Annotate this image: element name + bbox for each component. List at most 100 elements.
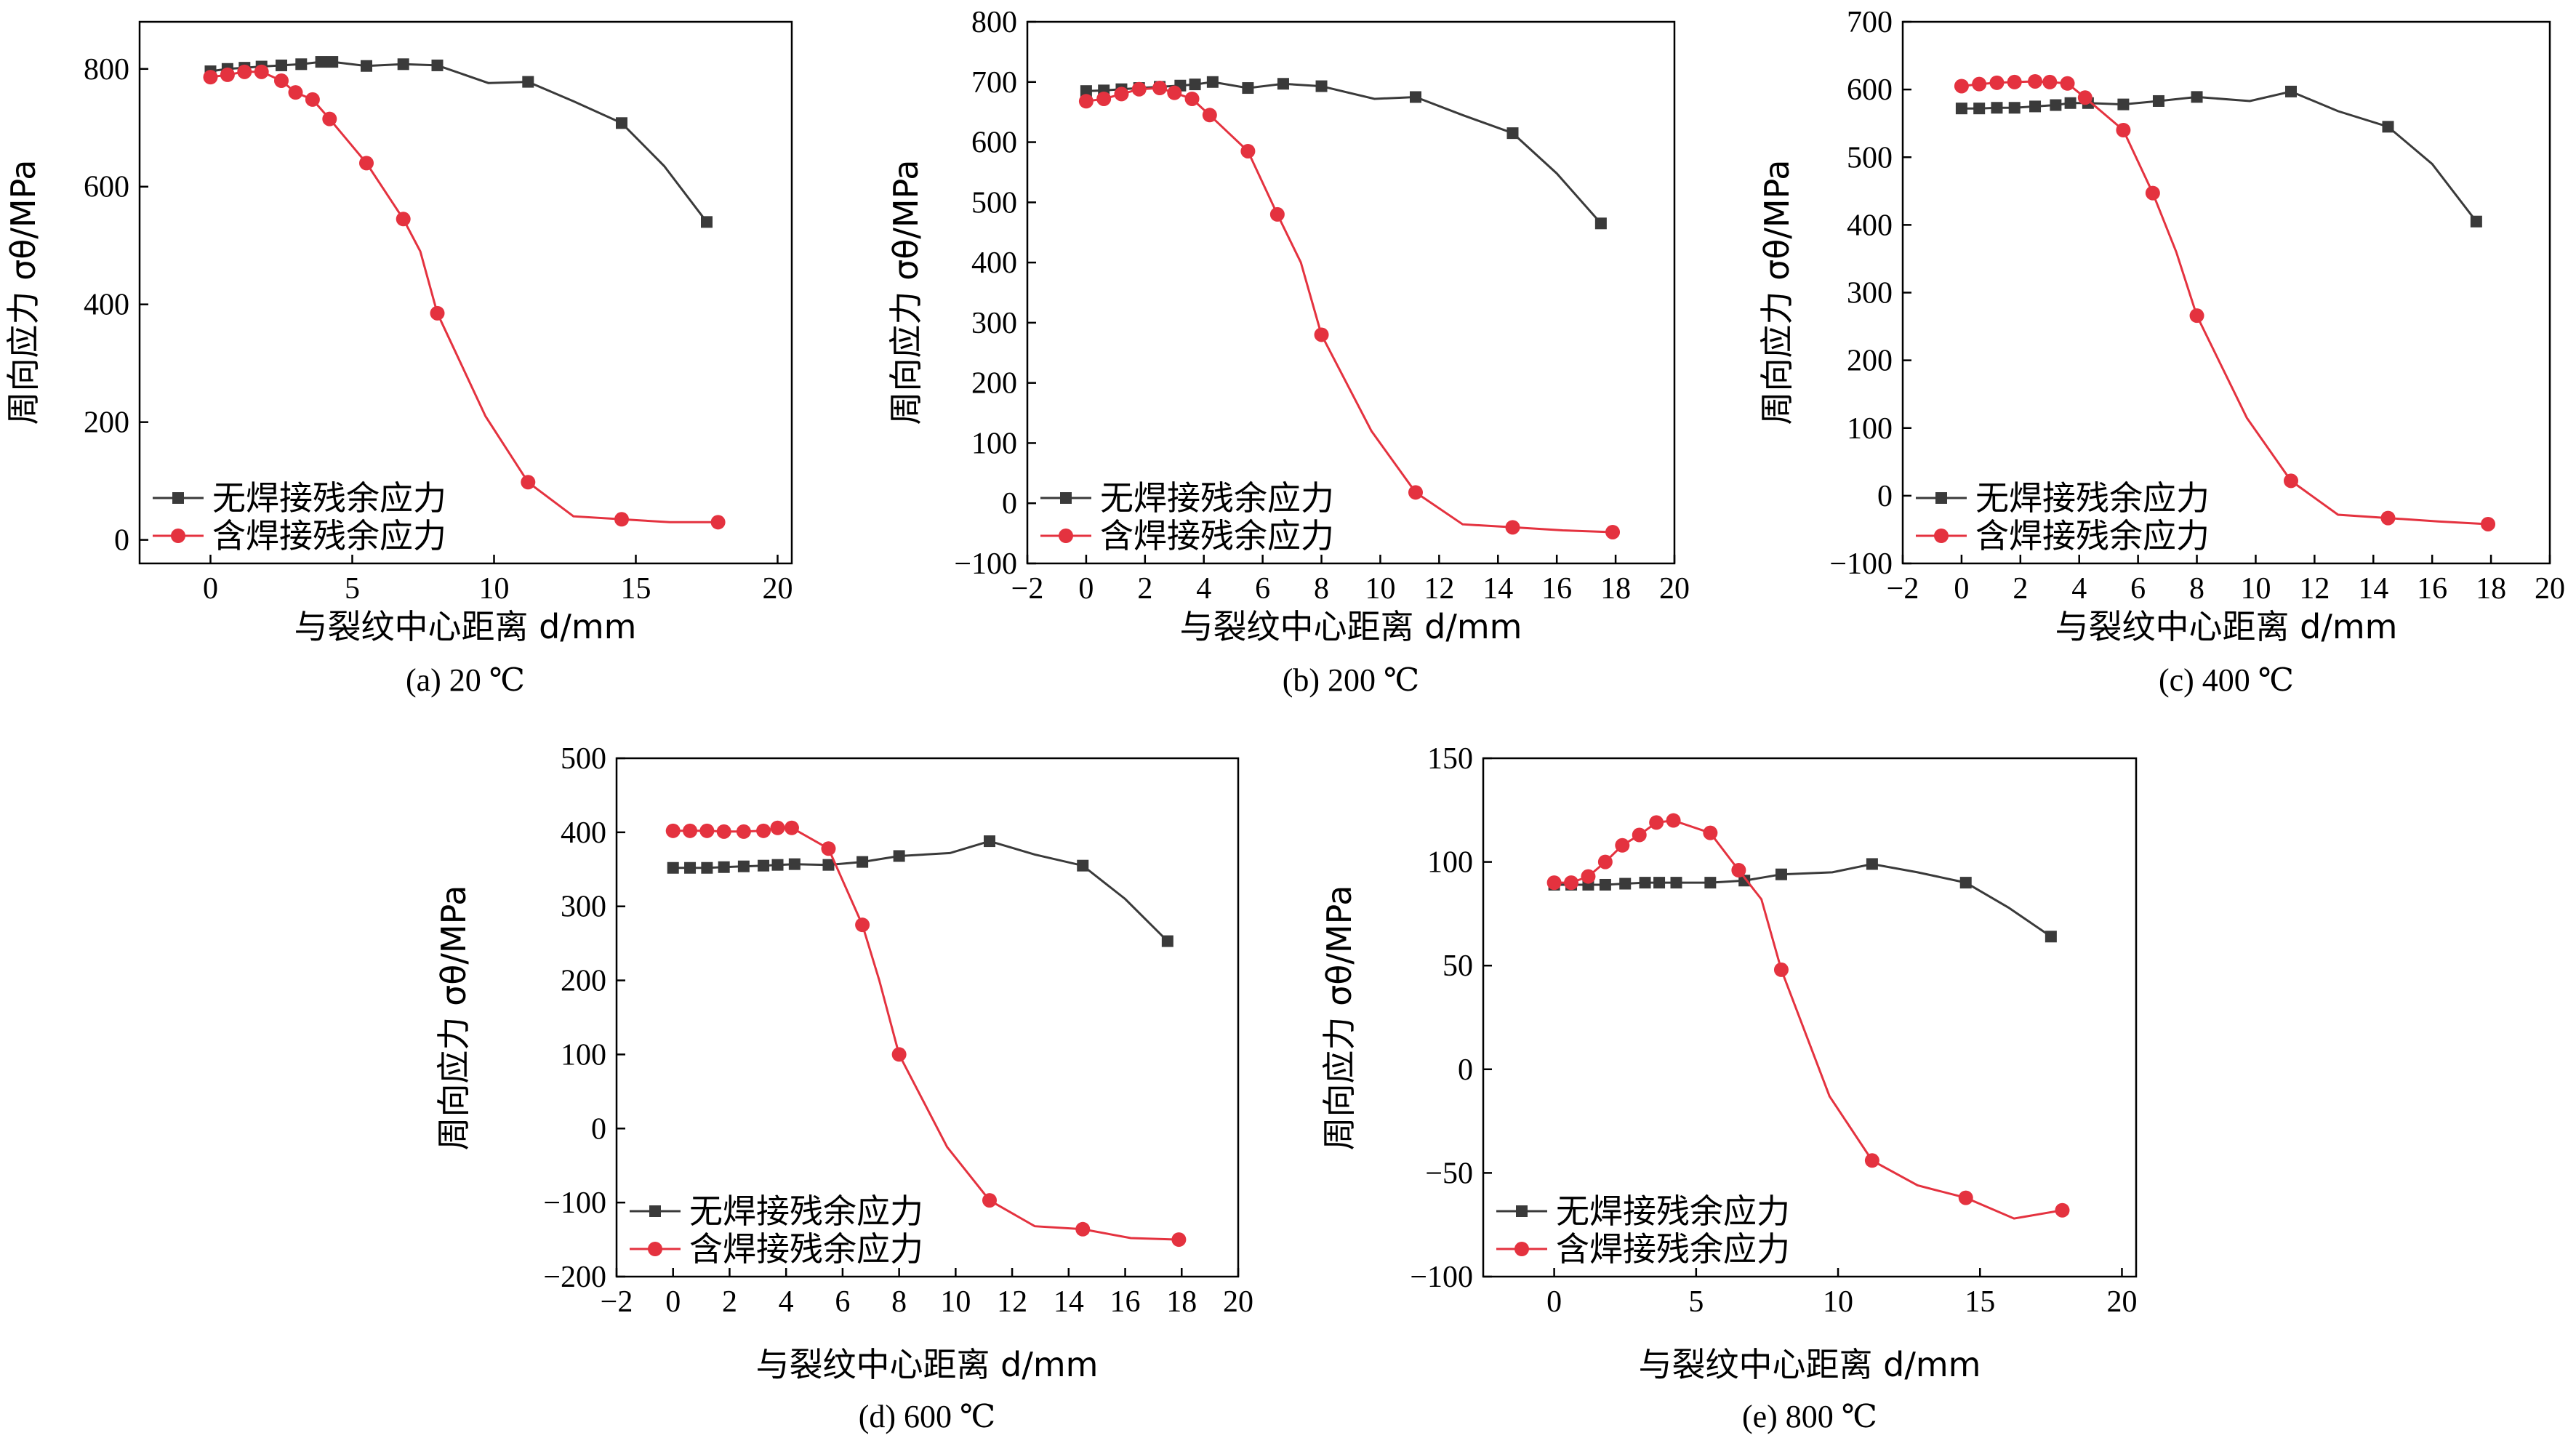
data-point	[855, 917, 870, 933]
x-tick-label: −2	[1887, 572, 1919, 606]
data-point	[1315, 80, 1328, 92]
legend-marker	[172, 492, 184, 504]
data-point	[2380, 510, 2396, 526]
data-point	[322, 111, 337, 126]
data-point	[220, 67, 235, 82]
legend-marker	[1935, 492, 1947, 504]
data-point	[891, 1047, 907, 1062]
data-point	[431, 59, 444, 71]
data-point	[1864, 1153, 1879, 1168]
x-tick-label: 16	[1541, 572, 1572, 606]
plot-frame	[1482, 757, 2138, 1278]
data-point	[1619, 877, 1632, 890]
data-point	[203, 70, 218, 85]
data-point	[1639, 877, 1651, 889]
data-point	[616, 117, 627, 129]
data-point	[784, 820, 799, 835]
data-point	[665, 823, 681, 838]
x-tick-label: 6	[835, 1285, 850, 1319]
data-point	[1564, 875, 1579, 891]
data-point	[254, 64, 269, 79]
y-tick-label: −100	[1829, 547, 1893, 581]
x-tick-label: 14	[1054, 1285, 1084, 1319]
panel-caption: (c) 400 ℃	[2159, 662, 2294, 698]
plot-frame	[615, 757, 1240, 1278]
data-point	[2481, 516, 2496, 531]
data-point	[1955, 103, 1967, 115]
data-point	[1314, 327, 1329, 342]
legend-marker	[649, 1205, 661, 1217]
y-axis-label: 周向应力 σθ/MPa	[4, 160, 43, 425]
x-tick-label: 10	[1823, 1285, 1853, 1319]
data-point	[1581, 869, 1596, 884]
x-tick-label: 6	[1255, 572, 1270, 606]
y-axis-label: 周向应力 σθ/MPa	[434, 885, 473, 1151]
x-tick-label: 12	[2299, 572, 2330, 606]
series-line-2	[1086, 87, 1613, 534]
data-point	[361, 60, 372, 72]
data-point	[1972, 76, 1987, 92]
y-tick-label: 400	[84, 289, 129, 322]
data-point	[683, 823, 698, 838]
y-tick-label: 300	[561, 891, 606, 924]
data-point	[771, 859, 784, 871]
x-tick-label: 6	[2130, 572, 2146, 606]
data-point	[2007, 74, 2022, 89]
data-point	[396, 212, 411, 227]
y-tick-label: 500	[561, 742, 606, 776]
data-point	[521, 475, 536, 490]
y-tick-label: 400	[1847, 209, 1893, 242]
y-tick-label: 0	[1877, 480, 1893, 513]
x-tick-label: 14	[1482, 572, 1513, 606]
data-point	[2189, 308, 2204, 324]
y-tick-label: 600	[971, 126, 1017, 160]
data-point	[684, 861, 697, 874]
data-point	[1189, 79, 1201, 91]
data-point	[2029, 100, 2042, 113]
x-axis-label: 与裂纹中心距离 d/mm	[1639, 1345, 1981, 1384]
y-tick-label: −100	[543, 1186, 606, 1220]
data-point	[756, 823, 771, 838]
x-tick-label: 2	[1137, 572, 1152, 606]
plot-frame	[138, 20, 793, 565]
data-point	[1184, 91, 1200, 106]
x-tick-label: 0	[1078, 572, 1094, 606]
data-point	[1171, 1232, 1187, 1248]
data-point	[2028, 73, 2043, 89]
y-tick-label: 500	[1847, 141, 1893, 174]
x-tick-label: 10	[940, 1285, 971, 1319]
data-point	[1152, 81, 1168, 96]
data-point	[710, 515, 726, 530]
y-tick-label: 0	[1002, 487, 1017, 521]
data-point	[2145, 185, 2160, 201]
y-axis-label: 周向应力 σθ/MPa	[1320, 885, 1359, 1151]
x-tick-label: −2	[601, 1285, 633, 1319]
data-point	[701, 216, 713, 228]
y-tick-label: −100	[1410, 1261, 1473, 1294]
data-point	[2077, 90, 2093, 105]
data-point	[2152, 95, 2164, 107]
data-point	[1954, 79, 1969, 94]
y-tick-label: −50	[1425, 1157, 1473, 1190]
x-tick-label: 12	[997, 1285, 1027, 1319]
data-point	[1959, 877, 1972, 889]
data-point	[1991, 102, 2003, 114]
data-point	[788, 858, 801, 870]
data-point	[2060, 76, 2075, 91]
data-point	[1240, 143, 1256, 158]
y-tick-label: 50	[1443, 949, 1473, 983]
panel-b: 周向应力 σθ/MPa 与裂纹中心距离 d/mm (b) 200 ℃ −2 0 2 4…	[886, 6, 1690, 698]
legend-marker	[1514, 1242, 1529, 1256]
data-point	[821, 841, 836, 856]
x-tick-label: 15	[1965, 1285, 1995, 1319]
legend-label-1: 无焊接残余应力	[212, 478, 446, 518]
x-axis-label: 与裂纹中心距离 d/mm	[294, 607, 637, 646]
data-point	[2191, 91, 2203, 103]
data-point	[237, 64, 252, 79]
x-tick-label: 4	[1196, 572, 1211, 606]
y-tick-label: 200	[84, 406, 129, 440]
x-tick-label: 0	[1954, 572, 1969, 606]
data-point	[1704, 877, 1717, 889]
data-point	[1408, 485, 1423, 500]
panel-e: 周向应力 σθ/MPa 与裂纹中心距离 d/mm (e) 800 ℃ 0 5 10 1…	[1320, 742, 2137, 1434]
